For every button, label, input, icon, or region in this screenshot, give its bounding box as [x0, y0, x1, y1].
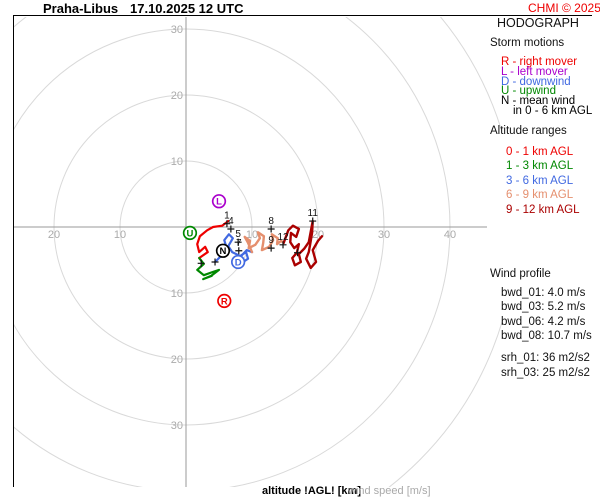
storm-marker-circle-U [182, 225, 198, 241]
legend-downwind: D - downwind [501, 76, 571, 88]
legend-mean-wind: N - mean wind [501, 95, 576, 107]
ring-label-up-30: 30 [171, 24, 183, 36]
legend-range-0-1: 0 - 1 km AGL [506, 146, 574, 158]
legend-range-9-12: 9 - 12 km AGL [506, 204, 580, 216]
ring-label-up-20: 20 [171, 90, 183, 102]
storm-marker-letter-U: U [187, 228, 194, 239]
trace-segment-0-1-km-AGL [196, 219, 230, 260]
altitude-label-5km: 5 [235, 229, 241, 240]
ring-label-right-40: 40 [444, 229, 456, 241]
altitude-marker-7km [235, 247, 243, 255]
altitude-marker-1km [223, 220, 231, 228]
altitude-marker-4km [227, 225, 235, 233]
altitude-label-12km: 12 [277, 232, 289, 243]
storm-marker-letter-N: N [220, 246, 227, 257]
storm-marker-circle-L [211, 194, 227, 209]
legend-range-1-3: 1 - 3 km AGL [506, 160, 574, 172]
storm-motions-heading: Storm motions [490, 37, 565, 49]
ring-label-down-30: 30 [171, 420, 183, 432]
storm-marker-circle-N [215, 243, 231, 258]
altitude-marker-10km [294, 249, 302, 257]
storm-marker-letter-R: R [221, 296, 228, 307]
stat-srh-01: srh_01: 36 m2/s2 [501, 352, 590, 364]
copyright-notice: CHMI © 2025 [528, 1, 600, 15]
ring-label-left-10: 10 [114, 229, 126, 241]
legend-range-3-6: 3 - 6 km AGL [506, 175, 574, 187]
stat-bwd-06: bwd_06: 4.2 m/s [501, 316, 586, 328]
plot-left-border [13, 15, 14, 487]
ring-label-right-30: 30 [378, 229, 390, 241]
storm-marker-U: U [182, 225, 198, 241]
ring-label-down-20: 20 [171, 354, 183, 366]
stat-srh-03: srh_03: 25 m2/s2 [501, 367, 590, 379]
altitude-marker-3km [211, 258, 219, 266]
stat-bwd-03: bwd_03: 5.2 m/s [501, 301, 586, 313]
altitude-marker-12km [279, 241, 287, 249]
storm-marker-circle-D [230, 254, 246, 270]
altitude-label-9km: 9 [268, 235, 274, 246]
ring-label-left-20: 20 [48, 229, 60, 241]
station-name: Praha-Libus [43, 1, 119, 16]
trace-segment-9-12-km-AGL [282, 219, 324, 270]
legend-range-6-9: 6 - 9 km AGL [506, 189, 574, 201]
altitude-label-7km: 7 [236, 238, 242, 249]
wind-speed-axis-caption: wind speed [m/s] [348, 485, 431, 497]
storm-marker-D: D [230, 254, 246, 270]
altitude-label-4km: 4 [228, 216, 234, 227]
stat-bwd-01: bwd_01: 4.0 m/s [501, 287, 586, 299]
legend-left-mover: L - left mover [501, 66, 568, 78]
panel-title: HODOGRAPH [497, 16, 579, 30]
altitude-label-11km: 11 [308, 208, 319, 219]
trace-segment-6-9-km-AGL [243, 231, 285, 254]
stat-bwd-08: bwd_08: 10.7 m/s [501, 330, 592, 342]
altitude-marker-9km [267, 244, 275, 252]
altitude-marker-11km [309, 217, 317, 225]
altitude-label-1km: 1 [224, 211, 230, 222]
legend-mean-wind-note: in 0 - 6 km AGL [513, 105, 593, 117]
ring-label-up-10: 10 [171, 156, 183, 168]
altitude-axis-caption: altitude !AGL! [km] [262, 485, 361, 497]
wind-profile-heading: Wind profile [490, 268, 551, 280]
storm-marker-L: L [211, 194, 227, 209]
altitude-label-8km: 8 [268, 216, 274, 227]
speed-ring-50 [388, 17, 502, 487]
storm-marker-N: N [215, 243, 231, 258]
altitude-ranges-heading: Altitude ranges [490, 125, 567, 137]
storm-marker-letter-D: D [235, 257, 242, 268]
storm-marker-R: R [217, 293, 232, 309]
storm-marker-letter-L: L [216, 197, 222, 208]
altitude-marker-5km [234, 238, 242, 246]
altitude-marker-8km [267, 225, 275, 233]
observation-datetime: 17.10.2025 12 UTC [130, 1, 244, 16]
ring-label-right-10: 10 [246, 229, 258, 241]
legend-upwind: U - upwind [501, 85, 556, 97]
storm-marker-circle-R [217, 293, 232, 309]
ring-label-down-10: 10 [171, 288, 183, 300]
altitude-marker-2km [197, 259, 205, 267]
header-separator-line [13, 15, 592, 16]
legend-right-mover: R - right mover [501, 56, 578, 68]
